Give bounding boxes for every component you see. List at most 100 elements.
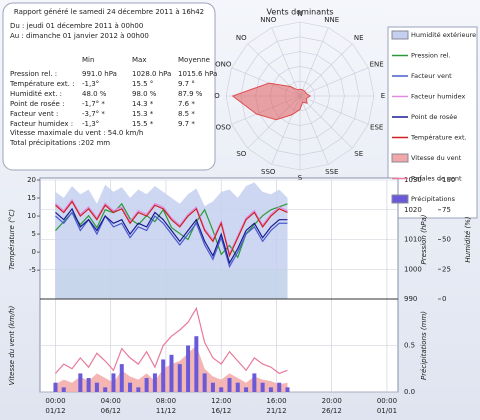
direction-label: ENE (370, 61, 384, 69)
line (55, 202, 288, 259)
y-tick-label: 0 (442, 295, 446, 303)
y-tick-label: 1020 (404, 206, 422, 214)
direction-label: NNO (260, 16, 276, 24)
precip-bar (119, 364, 124, 392)
legend-label: Pression rel. (411, 52, 450, 60)
line (55, 198, 288, 256)
radar-spoke (299, 95, 369, 125)
table-cell: -1,3° (82, 80, 99, 88)
table-cell: 9.7 ° (178, 80, 195, 88)
y-tick-label: 1010 (404, 236, 422, 244)
y-tick-label: 20 (27, 176, 36, 184)
precip-bar (277, 382, 282, 392)
table-cell: 7.6 * (178, 100, 195, 108)
area (55, 182, 288, 299)
precip-bar (252, 373, 257, 392)
y-tick-label: 25 (442, 265, 451, 273)
x-tick-label: 01/12 (45, 407, 65, 415)
y-tick-label: 50 (442, 236, 451, 244)
x-tick-label: 20:00 (322, 397, 342, 405)
y-tick-label: 0 (32, 248, 36, 256)
table-cell: -1,3° (82, 120, 99, 128)
summary-box (2, 2, 216, 171)
table-cell: 9.7 * (178, 120, 195, 128)
precip-bar (186, 345, 191, 392)
precip-bar (61, 387, 66, 392)
table-cell: 15.5 * (132, 120, 154, 128)
precip-bar (268, 387, 273, 392)
y-tick-label: 1030 (404, 176, 422, 184)
line (55, 211, 288, 269)
y-tick-label: 100 (442, 176, 455, 184)
x-tick-label: 26/12 (322, 407, 342, 415)
table-cell: 48.0 % (82, 90, 107, 98)
x-tick-label: 16:00 (266, 397, 286, 405)
precip-bar (78, 373, 83, 392)
radar-spoke (299, 67, 369, 97)
legend-label: Vitesse du vent (411, 154, 462, 162)
table-cell: 14.3 * (132, 100, 154, 108)
direction-label: S (298, 174, 303, 182)
precip-bar (194, 336, 199, 392)
report-from: Du : jeudi 01 décembre 2011 à 00h00 (10, 22, 143, 30)
precip-bar (260, 382, 265, 392)
direction-label: SE (354, 150, 363, 158)
precip-bar (94, 382, 99, 392)
direction-label: OSO (216, 123, 232, 131)
legend-swatch (391, 194, 409, 204)
y-tick-label: 75 (442, 206, 451, 214)
precip-bar (111, 373, 116, 392)
x-tick-label: 06/12 (101, 407, 121, 415)
direction-label: NO (236, 34, 247, 42)
precip-bar (161, 359, 166, 392)
table-cell: -1,7° * (82, 100, 105, 108)
x-tick-label: 16/12 (211, 407, 231, 415)
precip-bar (202, 373, 207, 392)
total-precip: Total précipitations :202 mm (9, 139, 110, 147)
legend-label: Facteur humidex (411, 93, 465, 101)
precip-bar (53, 382, 58, 392)
precip-bar (177, 364, 182, 392)
table-cell: Température ext. : (9, 80, 74, 88)
axis-label: Précipitations (mm) (420, 311, 428, 380)
direction-label: O (214, 92, 220, 100)
radar-area (231, 82, 311, 121)
report-to: Au : dimanche 01 janvier 2012 à 00h00 (10, 32, 149, 40)
precip-bar (169, 354, 174, 392)
report-title: Rapport généré le samedi 24 décembre 201… (14, 8, 204, 16)
legend-label: Facteur vent (411, 72, 452, 80)
axis-label: Pression (hPa) (420, 214, 428, 264)
axis-label: Humidité (%) (464, 216, 472, 263)
y-tick-label: 15 (27, 194, 36, 202)
direction-label: NNE (324, 16, 339, 24)
precip-bar (285, 387, 290, 392)
y-tick-label: 0.0 (404, 388, 415, 396)
precip-bar (103, 387, 108, 392)
legend-swatch (391, 153, 409, 163)
line (55, 306, 288, 375)
radar-spoke (271, 27, 301, 97)
direction-label: ESE (370, 123, 383, 131)
table-cell: 98.0 % (132, 90, 157, 98)
table-cell: 87.9 % (178, 90, 203, 98)
radar-title: Vents dominants (266, 8, 333, 17)
table-cell: 15.3 * (132, 110, 154, 118)
x-tick-label: 21/12 (266, 407, 286, 415)
table-header: Moyenne (178, 56, 210, 64)
y-tick-label: 10 (27, 212, 36, 220)
legend-swatch (391, 30, 409, 40)
direction-label: ONO (215, 61, 232, 69)
precip-bar (86, 378, 91, 392)
axis-label: Vitesse du vent (km/h) (8, 305, 16, 385)
table-cell: 8.5 * (178, 110, 195, 118)
y-tick-label: 5 (32, 230, 36, 238)
precip-bar (244, 387, 249, 392)
precip-bar (227, 378, 232, 392)
x-tick-label: 08:00 (156, 397, 176, 405)
table-cell: 1015.6 hPa (178, 70, 217, 78)
y-tick-label: 990 (404, 295, 417, 303)
axis-label: Température (°C) (8, 209, 16, 270)
legend-label: Précipitations (411, 195, 456, 203)
precip-bar (128, 382, 133, 392)
